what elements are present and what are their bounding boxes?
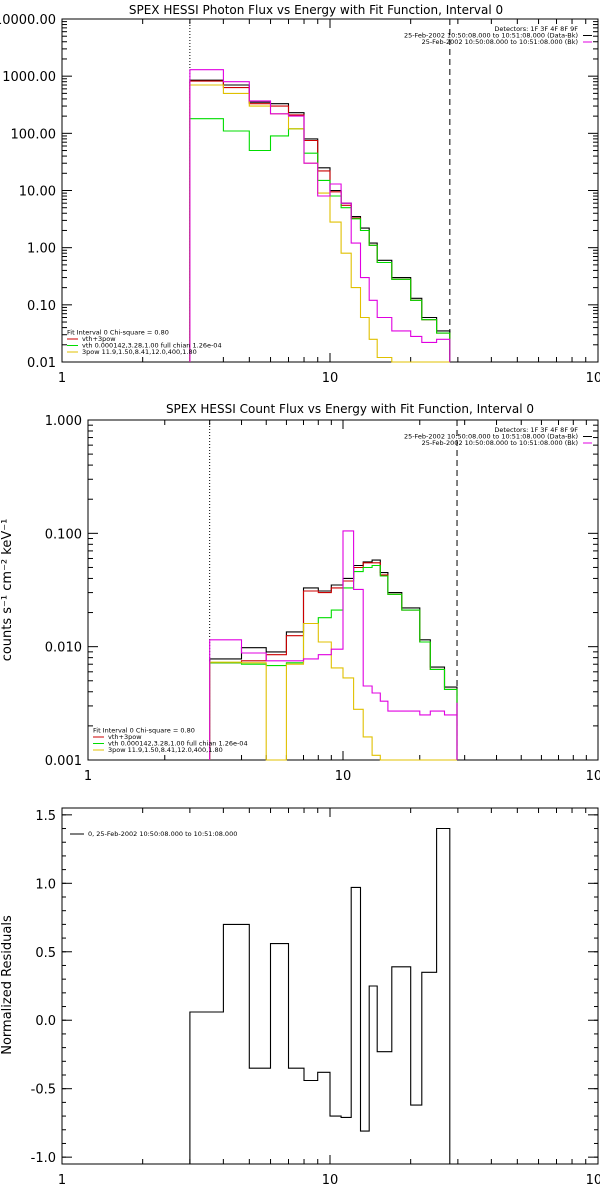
x-tick-label: 100 [586, 371, 600, 386]
residuals-y-axis-label: Normalized Residuals [0, 915, 15, 1055]
legend-entry: 25-Feb-2002 10:50:08.000 to 10:51:08.000… [404, 433, 578, 441]
count-y-axis-label: counts s⁻¹ cm⁻² keV⁻¹ [0, 519, 15, 662]
legend-entry: vth+3pow [108, 733, 142, 741]
count-reference-lines [209, 420, 458, 760]
y-tick-label: 1.000 [45, 414, 82, 429]
legend-entry: 25-Feb-2002 10:50:08.000 to 10:51:08.000… [422, 439, 578, 447]
photon-reference-lines [189, 19, 451, 362]
series-line [189, 827, 451, 1164]
y-tick-label: 0.10 [27, 299, 56, 314]
count-legend-bottom-left: Fit Interval 0 Chi-square = 0.80vth+3pow… [93, 727, 248, 754]
legend-entry: 25-Feb-2002 10:50:08.000 to 10:51:08.000… [404, 32, 578, 40]
legend-entry: vth+3pow [82, 335, 116, 343]
y-tick-label: 0.01 [27, 356, 56, 371]
x-tick-label: 1 [58, 1173, 66, 1188]
legend-entry: Detectors: 1F 3F 4F 8F 9F [494, 25, 578, 33]
photon-series-layer [189, 69, 451, 363]
legend-entry: 0, 25-Feb-2002 10:50:08.000 to 10:51:08.… [88, 830, 237, 838]
legend-entry: Fit Interval 0 Chi-square = 0.80 [67, 329, 169, 337]
series-line [209, 622, 457, 761]
series-line [189, 79, 451, 362]
series-line [189, 80, 451, 362]
legend-entry: 25-Feb-2002 10:50:08.000 to 10:51:08.000… [422, 38, 578, 46]
legend-entry: vth 0.000142,3.28,1.00 full chian 1.26e-… [108, 740, 248, 748]
x-tick-label: 1 [84, 769, 92, 784]
residuals-series-layer [189, 827, 451, 1164]
x-tick-label: 1 [58, 371, 66, 386]
y-tick-label: 0.5 [35, 946, 56, 961]
x-tick-label: 10 [335, 769, 352, 784]
photon-flux-panel: SPEX HESSI Photon Flux vs Energy with Fi… [0, 3, 600, 386]
legend-entry: 3pow 11.9,1.50,8.41,12.0,400,1.80 [108, 746, 223, 754]
y-tick-label: 1000.00 [2, 70, 56, 85]
legend-entry: Fit Interval 0 Chi-square = 0.80 [93, 727, 195, 735]
y-tick-label: 0.010 [45, 641, 82, 656]
x-tick-label: 10 [322, 371, 339, 386]
count-flux-panel: SPEX HESSI Count Flux vs Energy with Fit… [0, 402, 600, 784]
y-tick-label: 100.00 [11, 127, 57, 142]
series-line [189, 69, 451, 362]
y-tick-label: -1.0 [31, 1151, 56, 1166]
y-tick-label: 1.5 [35, 809, 56, 824]
residuals-panel: Normalized Residuals 1 10 100 1.5 1.0 0.5 0.0 -… [0, 807, 600, 1188]
y-tick-label: 1.00 [27, 242, 56, 257]
y-tick-label: 0.100 [45, 527, 82, 542]
series-line [189, 84, 450, 363]
count-axis-ticks: 1 10 100 1.000 0.100 0.010 0.001 [45, 414, 600, 784]
photon-axis-ticks: 1 10 100 10000.00 1000.00 100.00 10.00 1.00 0.10… [0, 13, 600, 386]
count-chart-title: SPEX HESSI Count Flux vs Energy with Fit… [166, 402, 534, 416]
legend-entry: 3pow 11.9,1.50,8.41,12.0,400,1.80 [82, 348, 197, 356]
y-tick-label: 1.0 [35, 877, 56, 892]
legend-entry: vth 0.000142,3.28,1.00 full chian 1.26e-… [82, 342, 222, 350]
count-series-layer [209, 530, 458, 761]
photon-legend-bottom-left: Fit Interval 0 Chi-square = 0.80vth+3pow… [67, 329, 222, 356]
series-line [189, 118, 451, 362]
y-tick-label: 10.00 [19, 185, 56, 200]
y-tick-label: 0.0 [35, 1014, 56, 1029]
series-line [209, 530, 458, 760]
residuals-legend: 0, 25-Feb-2002 10:50:08.000 to 10:51:08.… [70, 830, 237, 838]
x-tick-label: 100 [586, 1173, 600, 1188]
residuals-axis-ticks: 1 10 100 1.5 1.0 0.5 0.0 -0.5 -1.0 [31, 808, 600, 1188]
series-line [209, 562, 458, 760]
y-tick-label: 0.001 [45, 754, 82, 769]
y-tick-label: 10000.00 [0, 13, 56, 28]
legend-entry: Detectors: 1F 3F 4F 8F 9F [494, 426, 578, 434]
y-tick-label: -0.5 [31, 1083, 56, 1098]
series-line [209, 559, 458, 760]
photon-chart-title: SPEX HESSI Photon Flux vs Energy with Fi… [129, 3, 503, 17]
x-tick-label: 10 [322, 1173, 339, 1188]
x-tick-label: 100 [586, 769, 600, 784]
